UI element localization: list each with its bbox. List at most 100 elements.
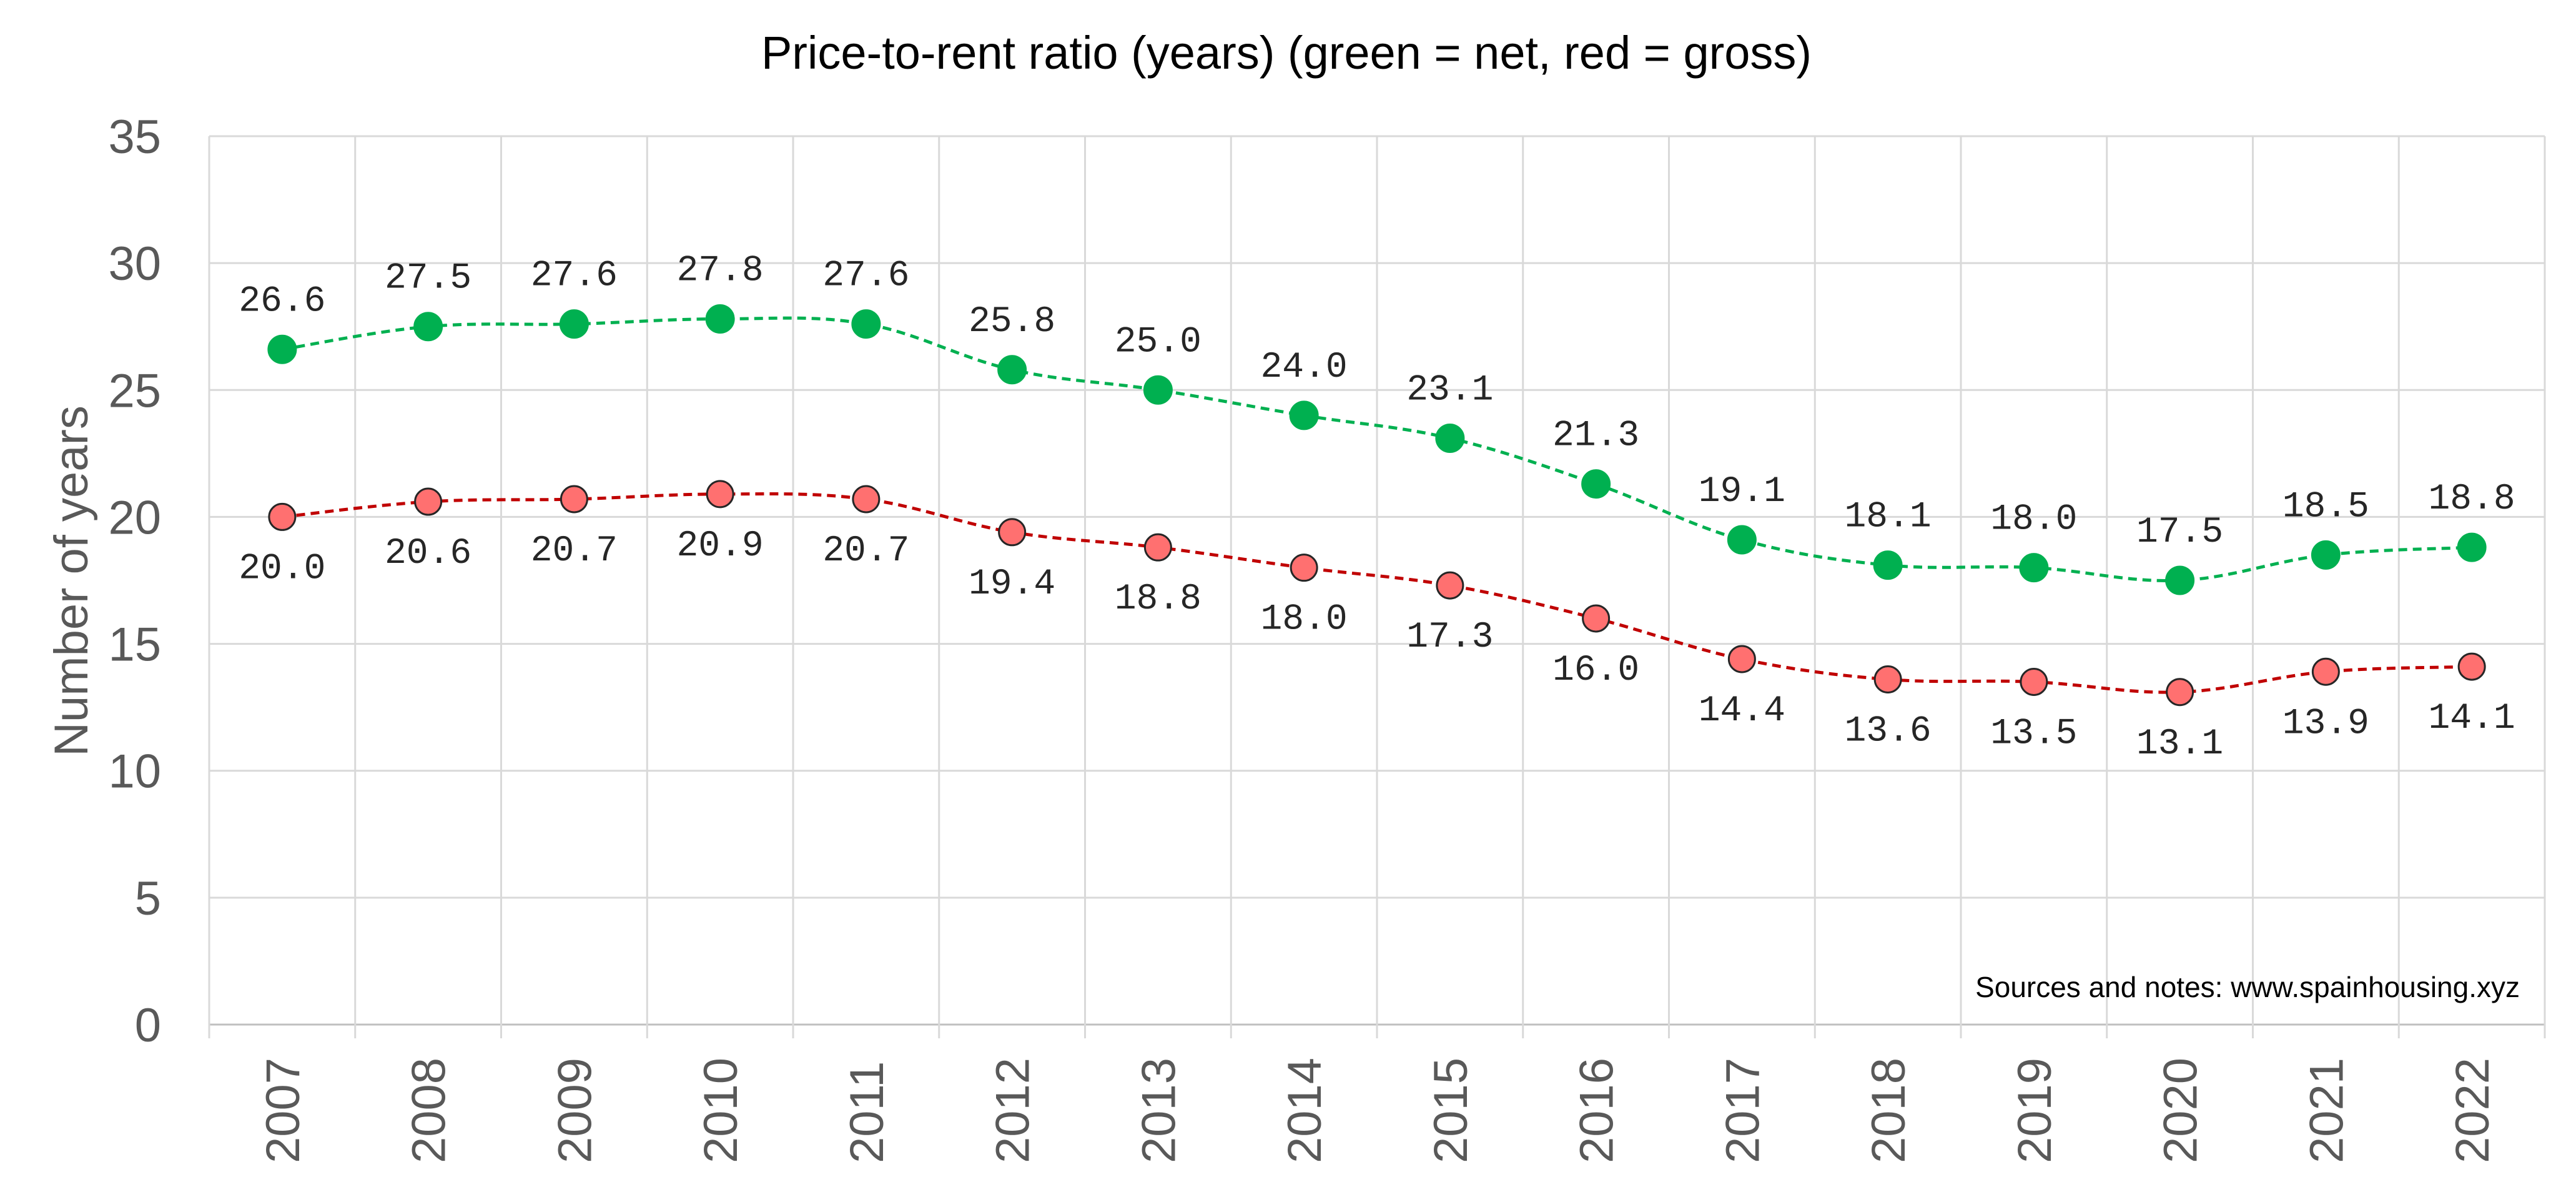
data-label: 17.3 [1406, 617, 1493, 658]
data-label: 20.7 [531, 531, 618, 572]
data-point [1727, 525, 1757, 555]
data-label: 20.0 [239, 549, 325, 589]
data-point [706, 480, 734, 509]
data-label: 18.8 [1115, 579, 1202, 620]
x-tick-label: 2017 [1716, 1058, 1769, 1163]
data-point [851, 309, 881, 339]
data-point [1290, 554, 1318, 582]
data-point [2311, 540, 2341, 570]
data-point [1873, 665, 1902, 693]
data-labels: 26.6 27.5 27.6 27.8 27.6 25.8 25.0 24.0 23.1 21.3… [239, 251, 2515, 765]
y-tick-label: 10 [108, 745, 161, 798]
y-tick-label: 0 [135, 999, 161, 1052]
data-point [998, 518, 1027, 547]
data-point [414, 487, 443, 516]
data-point [267, 334, 297, 364]
data-label: 17.5 [2136, 512, 2223, 553]
series [267, 304, 2487, 707]
y-tick-label: 25 [108, 364, 161, 417]
data-label: 20.6 [385, 534, 471, 574]
data-point [2166, 678, 2194, 707]
data-label: 13.9 [2282, 703, 2369, 744]
data-point [2020, 668, 2048, 697]
data-label: 24.0 [1261, 347, 1348, 388]
x-tick-label: 2018 [1862, 1058, 1915, 1163]
y-tick-label: 5 [135, 872, 161, 925]
data-label: 27.6 [531, 256, 618, 297]
data-point [1143, 375, 1173, 405]
data-point [560, 485, 588, 514]
data-label: 18.0 [1261, 600, 1348, 640]
x-tick-label: 2008 [403, 1058, 456, 1163]
source-note: Sources and notes: www.spainhousing.xyz [1975, 971, 2520, 1003]
data-point [1873, 550, 1903, 580]
x-tick-label: 2011 [841, 1061, 894, 1163]
data-point [2457, 532, 2487, 562]
data-point [705, 304, 735, 334]
grid [208, 135, 2546, 1038]
x-tick-label: 2020 [2154, 1058, 2208, 1163]
axes: 0 5 10 15 20 25 30 35 2007 2008 2009 2010 2011 2012 20… [108, 111, 2499, 1163]
x-tick-label: 2009 [548, 1058, 601, 1163]
data-label: 19.1 [1699, 472, 1785, 512]
data-label: 26.6 [239, 281, 325, 322]
data-point [268, 502, 297, 531]
data-label: 14.1 [2429, 698, 2515, 739]
data-point [2311, 657, 2340, 686]
y-tick-label: 15 [108, 618, 161, 672]
data-label: 18.5 [2282, 487, 2369, 527]
x-tick-label: 2010 [694, 1058, 748, 1163]
y-tick-label: 35 [108, 111, 161, 164]
x-tick-label: 2012 [987, 1058, 1040, 1163]
data-label: 13.1 [2136, 724, 2223, 765]
data-point [997, 355, 1027, 385]
data-label: 20.7 [822, 531, 909, 572]
data-label: 20.9 [677, 526, 764, 567]
data-point [2019, 553, 2049, 583]
x-tick-label: 2022 [2446, 1058, 2499, 1163]
data-label: 27.8 [677, 251, 764, 292]
data-point [413, 312, 443, 342]
data-label: 16.0 [1552, 650, 1639, 691]
y-tick-label: 30 [108, 237, 161, 291]
data-point [1436, 571, 1464, 600]
data-point [2165, 565, 2195, 595]
data-point [1435, 423, 1465, 453]
x-tick-label: 2016 [1571, 1058, 1624, 1163]
data-point [1289, 400, 1319, 430]
x-tick-label: 2015 [1424, 1058, 1478, 1163]
x-tick-label: 2013 [1132, 1058, 1185, 1163]
data-label: 18.1 [1845, 497, 1932, 538]
data-label: 27.6 [822, 256, 909, 297]
data-label: 23.1 [1406, 370, 1493, 410]
data-label: 14.4 [1699, 691, 1785, 732]
data-label: 18.0 [1990, 500, 2077, 540]
data-label: 25.0 [1115, 322, 1202, 362]
data-label: 27.5 [385, 259, 471, 299]
x-tick-label: 2007 [257, 1058, 310, 1163]
data-point [2457, 652, 2486, 681]
data-point [1143, 533, 1172, 562]
data-label: 13.6 [1845, 711, 1932, 752]
data-point [559, 309, 589, 339]
series-line [282, 316, 2472, 582]
data-point [1727, 645, 1756, 673]
data-point [1582, 604, 1611, 633]
data-label: 18.8 [2429, 479, 2515, 520]
data-label: 19.4 [969, 564, 1055, 605]
data-point [1581, 469, 1611, 499]
data-point [852, 485, 881, 514]
x-tick-label: 2021 [2300, 1058, 2353, 1163]
series-line [282, 492, 2472, 694]
y-tick-label: 20 [108, 491, 161, 544]
data-label: 21.3 [1552, 416, 1639, 457]
x-tick-label: 2019 [2008, 1058, 2061, 1163]
y-axis-label: Number of years [45, 405, 98, 757]
data-label: 25.8 [969, 302, 1055, 342]
chart-title: Price-to-rent ratio (years) (green = net… [761, 27, 1812, 79]
x-tick-label: 2014 [1278, 1058, 1331, 1163]
data-label: 13.5 [1990, 714, 2077, 755]
